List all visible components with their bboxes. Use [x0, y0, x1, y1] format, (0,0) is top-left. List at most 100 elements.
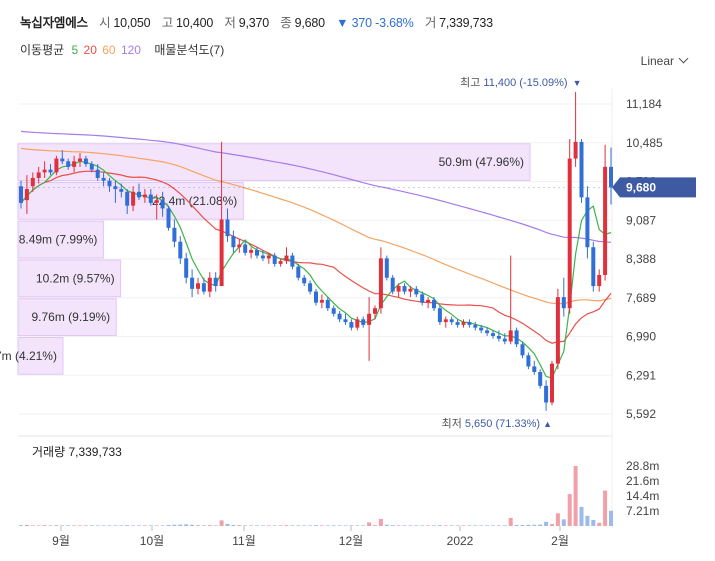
- y-tick-label: 6,291: [626, 368, 656, 382]
- candle-body: [119, 189, 124, 192]
- volume-bar: [160, 525, 165, 526]
- volume-profile-label: 10.2m (9.57%): [36, 271, 115, 285]
- volume-bar: [243, 525, 248, 526]
- candle-body: [325, 299, 330, 309]
- candle-body: [154, 200, 159, 203]
- candle-body: [443, 319, 448, 323]
- candle-body: [278, 261, 283, 264]
- change-percent: -3.68%: [375, 16, 414, 30]
- candle-body: [597, 274, 602, 287]
- candle-body: [591, 247, 596, 287]
- candle-body: [373, 308, 377, 314]
- volume-bar: [225, 523, 230, 526]
- volume-bar: [432, 525, 436, 526]
- volume-bar: [555, 513, 560, 526]
- volume-bar: [190, 524, 195, 526]
- volume-tick-label: 14.4m: [626, 489, 659, 503]
- candle-body: [396, 286, 401, 292]
- candle-body: [491, 333, 495, 336]
- ma-20-line: [20, 170, 612, 344]
- volume-bar: [402, 525, 407, 526]
- candle-body: [337, 313, 342, 320]
- volume-bar: [19, 525, 23, 526]
- candle-body: [178, 241, 183, 259]
- candle-body: [496, 335, 501, 339]
- candle-body: [196, 283, 200, 289]
- volume-bar: [396, 525, 401, 526]
- volume-bar: [196, 525, 200, 526]
- volume-bar: [355, 525, 360, 526]
- candle-body: [603, 166, 608, 275]
- high-label: 고: [161, 16, 174, 30]
- y-tick-label: 8,388: [626, 252, 656, 266]
- candle-body: [225, 219, 230, 237]
- volume-bar: [213, 525, 218, 526]
- candle-body: [89, 164, 94, 170]
- moving-average-legend[interactable]: 이동평균 5 20 60 120 매물분석도(7): [20, 41, 228, 58]
- candle-body: [479, 327, 484, 331]
- candle-body: [609, 166, 613, 188]
- volume-bar: [166, 524, 171, 526]
- volume-bar: [172, 524, 177, 526]
- close-value: 9,680: [294, 16, 325, 30]
- candle-body: [408, 288, 413, 292]
- volume-bar: [597, 522, 602, 526]
- candle-body: [48, 169, 53, 173]
- volume-bar: [131, 525, 136, 526]
- volume-bar: [125, 525, 130, 526]
- volume-bar: [485, 525, 490, 526]
- x-tick-label: 12월: [339, 534, 363, 548]
- volume-bar: [308, 525, 313, 526]
- current-price-label: 9,680: [626, 180, 656, 194]
- volume-bar: [473, 525, 478, 526]
- candle-body: [390, 277, 395, 292]
- candle-body: [532, 366, 537, 372]
- y-tick-label: 9,087: [626, 213, 656, 227]
- candle-body: [520, 344, 525, 356]
- candle-body: [502, 338, 507, 342]
- scale-dropdown[interactable]: Linear: [641, 53, 689, 68]
- candle-body: [544, 385, 549, 403]
- volume-profile-label: 22.4m (21.08%): [152, 194, 237, 208]
- volume-profile-label: 50.9m (47.96%): [439, 155, 524, 169]
- volume-bar: [373, 525, 377, 526]
- volume-bar: [550, 524, 554, 526]
- volume-bar: [461, 525, 466, 526]
- ma-120-line: [20, 130, 612, 243]
- volume-profile-bar: [17, 259, 122, 298]
- volume-bar: [231, 524, 236, 526]
- candle-body: [314, 291, 318, 303]
- volume-bar: [107, 525, 112, 526]
- volume-bar: [154, 525, 159, 526]
- candle-body: [219, 219, 224, 287]
- volume-bar: [119, 525, 124, 526]
- volume-profile-toggle[interactable]: 매물분석도(7): [154, 43, 225, 57]
- candle-body: [367, 313, 372, 325]
- volume-bar: [585, 515, 590, 526]
- volume-bar: [325, 525, 330, 526]
- candle-body: [184, 258, 189, 278]
- volume-bar: [36, 525, 41, 526]
- volume-bar: [249, 525, 254, 526]
- volume-bar: [260, 525, 265, 526]
- volume-label: 거: [424, 16, 437, 30]
- volume-bar: [591, 519, 596, 526]
- volume-bar: [184, 524, 189, 526]
- candle-body: [290, 255, 295, 267]
- volume-bar: [314, 525, 318, 526]
- candle-body: [473, 324, 478, 328]
- candle-body: [172, 227, 177, 242]
- volume-bar: [95, 525, 100, 526]
- open-label: 시: [99, 16, 111, 30]
- ma-5: 5: [71, 43, 79, 57]
- volume-bar: [272, 525, 277, 526]
- ma-60: 60: [102, 43, 116, 57]
- volume-bar: [255, 525, 259, 526]
- ma-20: 20: [83, 43, 97, 57]
- volume-bar: [113, 525, 118, 526]
- candle-body: [455, 322, 460, 325]
- candle-body: [260, 255, 265, 259]
- candle-body: [107, 180, 112, 187]
- candle-body: [160, 200, 165, 209]
